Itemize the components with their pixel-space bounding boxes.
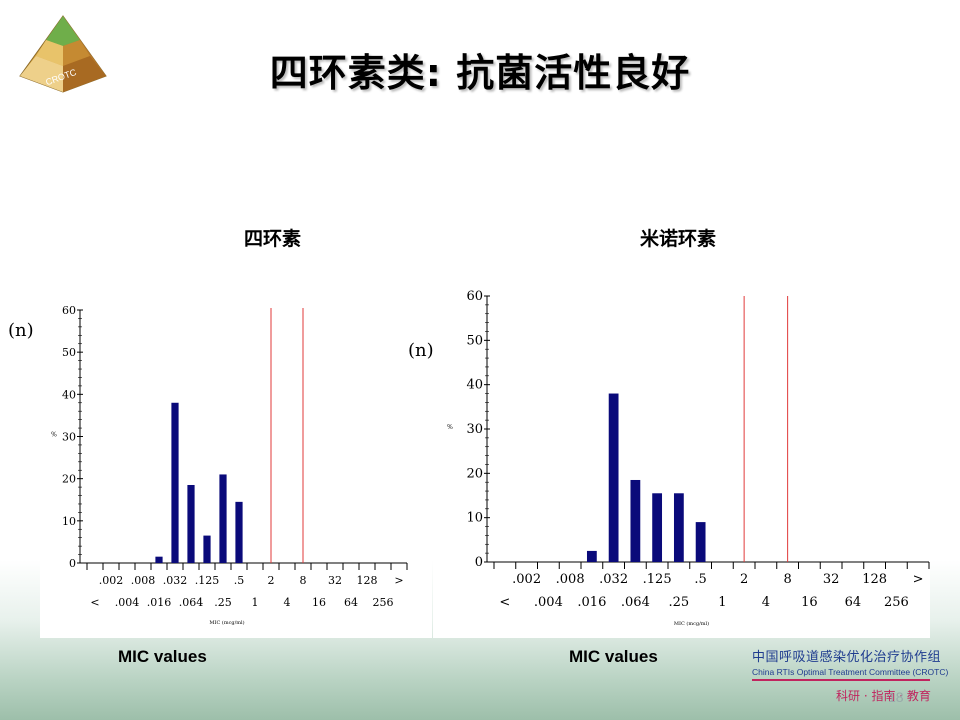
x-tick-label: .008 bbox=[556, 572, 585, 587]
x-tick-label: 4 bbox=[762, 595, 770, 610]
x-axis-small-label: MIC (mcg/ml) bbox=[674, 620, 709, 627]
x-tick-label: .004 bbox=[115, 596, 140, 609]
x-tick-label: 128 bbox=[357, 574, 378, 587]
x-tick-label: .064 bbox=[621, 595, 650, 610]
crotc-logo: CROTC bbox=[19, 15, 107, 93]
bar-.5 bbox=[695, 522, 706, 562]
bar-.064 bbox=[187, 484, 195, 563]
bar-.016 bbox=[155, 556, 163, 563]
chart-panel-left: 0 10 20 30 40 50 60% .002 .008 .032 .125 .5 2 8 32 128 >… bbox=[40, 288, 432, 638]
y-tick-label: 50 bbox=[62, 346, 76, 359]
x-tick-label: 64 bbox=[344, 596, 358, 609]
y-axis-small-label: % bbox=[447, 424, 453, 431]
x-tick-label: .004 bbox=[534, 595, 563, 610]
bar-.125 bbox=[652, 493, 663, 562]
bar-.032 bbox=[171, 402, 179, 563]
x-axis-small-label: MIC (mcg/ml) bbox=[209, 619, 244, 626]
org-name-cn: 中国呼吸道感染优化治疗协作组 bbox=[752, 650, 942, 665]
x-tick-label: 4 bbox=[284, 596, 291, 609]
y-tick-label: 0 bbox=[69, 557, 76, 570]
x-tick-label: 1 bbox=[252, 596, 259, 609]
mic-values-label-right: MIC values bbox=[569, 647, 658, 666]
y-tick-label: 30 bbox=[466, 422, 483, 437]
x-tick-label: .016 bbox=[147, 596, 172, 609]
x-tick-label: .032 bbox=[599, 572, 628, 587]
x-tick-label: .125 bbox=[643, 572, 672, 587]
org-divider bbox=[752, 679, 930, 681]
y-tick-label: 40 bbox=[62, 388, 76, 401]
mic-chart-minocycline: 0 10 20 30 40 50 60% .002 .008 .032 .125 .5 2 8 32 128 >… bbox=[447, 289, 930, 627]
x-tick-label: 32 bbox=[328, 574, 342, 587]
x-tick-label: .002 bbox=[512, 572, 541, 587]
chart-title-minocycline: 米诺环素 bbox=[640, 228, 717, 250]
x-tick-label: < bbox=[499, 595, 510, 610]
x-tick-label: 16 bbox=[801, 595, 818, 610]
bar-.5 bbox=[235, 501, 243, 563]
y-tick-label: 60 bbox=[62, 304, 76, 317]
x-tick-label: < bbox=[90, 596, 99, 609]
x-tick-label: .016 bbox=[577, 595, 606, 610]
y-tick-label: 50 bbox=[466, 333, 483, 348]
n-label-right: (n) bbox=[408, 340, 434, 361]
mic-values-label-left: MIC values bbox=[118, 647, 207, 666]
bar-.064 bbox=[630, 479, 641, 562]
x-tick-label: 8 bbox=[783, 572, 791, 587]
bar-.25 bbox=[219, 474, 227, 563]
x-tick-label: .25 bbox=[669, 595, 690, 610]
x-tick-label: 64 bbox=[845, 595, 862, 610]
mic-chart-tetracycline: 0 10 20 30 40 50 60% .002 .008 .032 .125 .5 2 8 32 128 >… bbox=[51, 304, 408, 626]
y-tick-label: 60 bbox=[466, 289, 483, 304]
y-tick-label: 0 bbox=[475, 555, 483, 570]
x-tick-label: .032 bbox=[163, 574, 188, 587]
x-tick-label: .125 bbox=[195, 574, 220, 587]
x-tick-label: 256 bbox=[373, 596, 394, 609]
x-tick-label: .008 bbox=[131, 574, 156, 587]
x-tick-label: .25 bbox=[214, 596, 232, 609]
x-tick-label: .064 bbox=[179, 596, 204, 609]
bar-.125 bbox=[203, 535, 211, 563]
x-tick-label: .5 bbox=[694, 572, 706, 587]
x-tick-label: 128 bbox=[862, 572, 887, 587]
x-tick-label: 2 bbox=[740, 572, 748, 587]
chart-panel-right: 0 10 20 30 40 50 60% .002 .008 .032 .125 .5 2 8 32 128 >… bbox=[433, 278, 930, 638]
org-name-en: China RTIs Optimal Treatment Committee (… bbox=[752, 667, 949, 677]
x-tick-label: 1 bbox=[718, 595, 726, 610]
org-motto: 科研 · 指南 · 教育 bbox=[836, 689, 931, 703]
bar-.016 bbox=[586, 550, 597, 562]
bar-.032 bbox=[608, 393, 619, 562]
n-label-left: (n) bbox=[8, 320, 34, 341]
y-tick-label: 30 bbox=[62, 431, 76, 444]
y-tick-label: 20 bbox=[466, 466, 483, 481]
bar-.25 bbox=[673, 493, 684, 562]
x-tick-label: 256 bbox=[884, 595, 909, 610]
y-tick-label: 40 bbox=[466, 378, 483, 393]
y-tick-label: 10 bbox=[466, 511, 483, 526]
x-tick-label: > bbox=[394, 574, 403, 587]
x-tick-label: 2 bbox=[268, 574, 275, 587]
x-tick-label: .002 bbox=[99, 574, 124, 587]
y-axis-small-label: % bbox=[51, 432, 57, 439]
slide-title: 四环素类: 抗菌活性良好 bbox=[269, 51, 691, 95]
x-tick-label: 32 bbox=[823, 572, 840, 587]
x-tick-label: > bbox=[913, 572, 924, 587]
x-tick-label: 16 bbox=[312, 596, 326, 609]
page-number: 18 bbox=[888, 689, 904, 705]
org-block: 中国呼吸道感染优化治疗协作组 China RTIs Optimal Treatm… bbox=[752, 646, 949, 704]
x-tick-label: 8 bbox=[300, 574, 307, 587]
x-tick-label: .5 bbox=[234, 574, 245, 587]
chart-title-tetracycline: 四环素 bbox=[244, 228, 302, 250]
y-tick-label: 20 bbox=[62, 473, 76, 486]
y-tick-label: 10 bbox=[62, 515, 76, 528]
